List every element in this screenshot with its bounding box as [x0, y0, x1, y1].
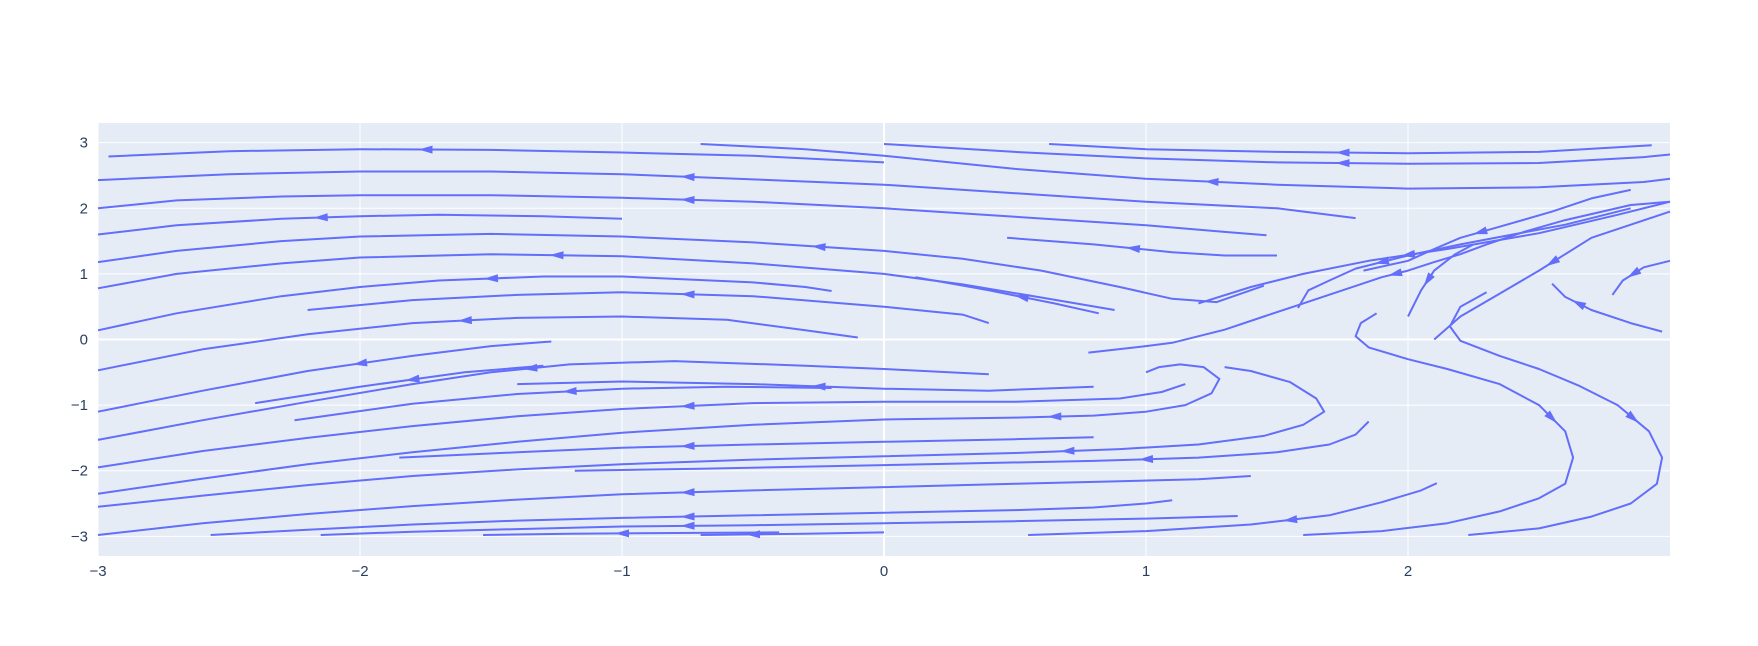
streamline-arrow [1388, 268, 1403, 277]
streamline-arrow [811, 243, 826, 252]
streamlines [97, 143, 1671, 539]
y-axis-ticks: 3 2 1 0 −1 −2 −3 [71, 135, 88, 546]
streamline [1551, 282, 1663, 333]
streamline-arrow [1335, 148, 1350, 157]
streamline-arrow [1283, 515, 1298, 524]
y-tick-label: −3 [71, 528, 88, 545]
streamline-arrow [1125, 245, 1141, 253]
streamline-arrow [523, 363, 538, 372]
streamline [97, 315, 858, 372]
streamline-arrow [680, 512, 695, 521]
x-tick-label: −1 [613, 563, 630, 580]
y-tick-label: −1 [71, 397, 88, 414]
streamline-arrow [746, 530, 761, 539]
y-tick-label: 1 [80, 266, 88, 283]
streamline-arrow [1047, 412, 1062, 421]
y-tick-label: 3 [80, 135, 88, 152]
streamline-arrow [1625, 410, 1639, 423]
streamline [97, 213, 623, 236]
streamline-arrow [1544, 410, 1558, 424]
streamline-arrow [811, 382, 826, 391]
streamline-arrow [680, 290, 695, 299]
x-tick-label: 0 [880, 563, 888, 580]
streamline-arrow [418, 145, 433, 154]
streamline [108, 148, 885, 164]
streamline-arrow [457, 316, 472, 325]
streamline-arrow [1627, 266, 1642, 278]
streamline [399, 436, 1094, 459]
streamline-arrow [680, 401, 695, 410]
streamline [97, 170, 1356, 220]
streamline [1407, 243, 1474, 317]
streamline [1007, 236, 1277, 257]
gridlines [97, 123, 1670, 556]
streamline-arrow [1204, 178, 1219, 187]
x-tick-label: −2 [351, 563, 368, 580]
streamline-arrow [313, 213, 328, 222]
streamline-arrow [1546, 255, 1561, 267]
streamline [700, 531, 885, 536]
streamline-arrow [1401, 249, 1416, 258]
streamline-arrow [484, 274, 499, 283]
streamline [1448, 291, 1664, 536]
streamline-arrow [1572, 300, 1587, 311]
streamline-arrow [1473, 226, 1488, 235]
streamline-arrow [1335, 159, 1350, 168]
y-tick-label: 2 [80, 200, 88, 217]
streamline-arrow [353, 358, 368, 367]
streamline-arrow [1139, 455, 1154, 464]
y-tick-label: −2 [71, 463, 88, 480]
streamline-arrow [680, 441, 695, 450]
x-tick-label: 1 [1142, 563, 1150, 580]
streamline-arrow [1423, 272, 1435, 287]
streamline [210, 499, 1173, 536]
streamline-arrow [405, 374, 420, 383]
streamline-arrow [615, 529, 630, 538]
streamline-arrow [680, 521, 695, 530]
streamline-arrow [1060, 446, 1075, 455]
streamline [1028, 482, 1438, 536]
x-tick-label: −3 [89, 563, 106, 580]
x-tick-label: 2 [1404, 563, 1412, 580]
y-tick-label: 0 [80, 332, 88, 349]
streamline [97, 253, 1115, 311]
streamline-arrow [680, 195, 695, 204]
x-axis-ticks: −3 −2 −1 0 1 2 [89, 563, 1412, 580]
streamline-arrow [562, 386, 577, 395]
streamline [320, 515, 1238, 536]
streamline-arrow [1014, 294, 1030, 303]
streamline-arrow [680, 173, 695, 182]
streamline-arrow [549, 251, 564, 260]
streamline-arrow [680, 488, 695, 497]
